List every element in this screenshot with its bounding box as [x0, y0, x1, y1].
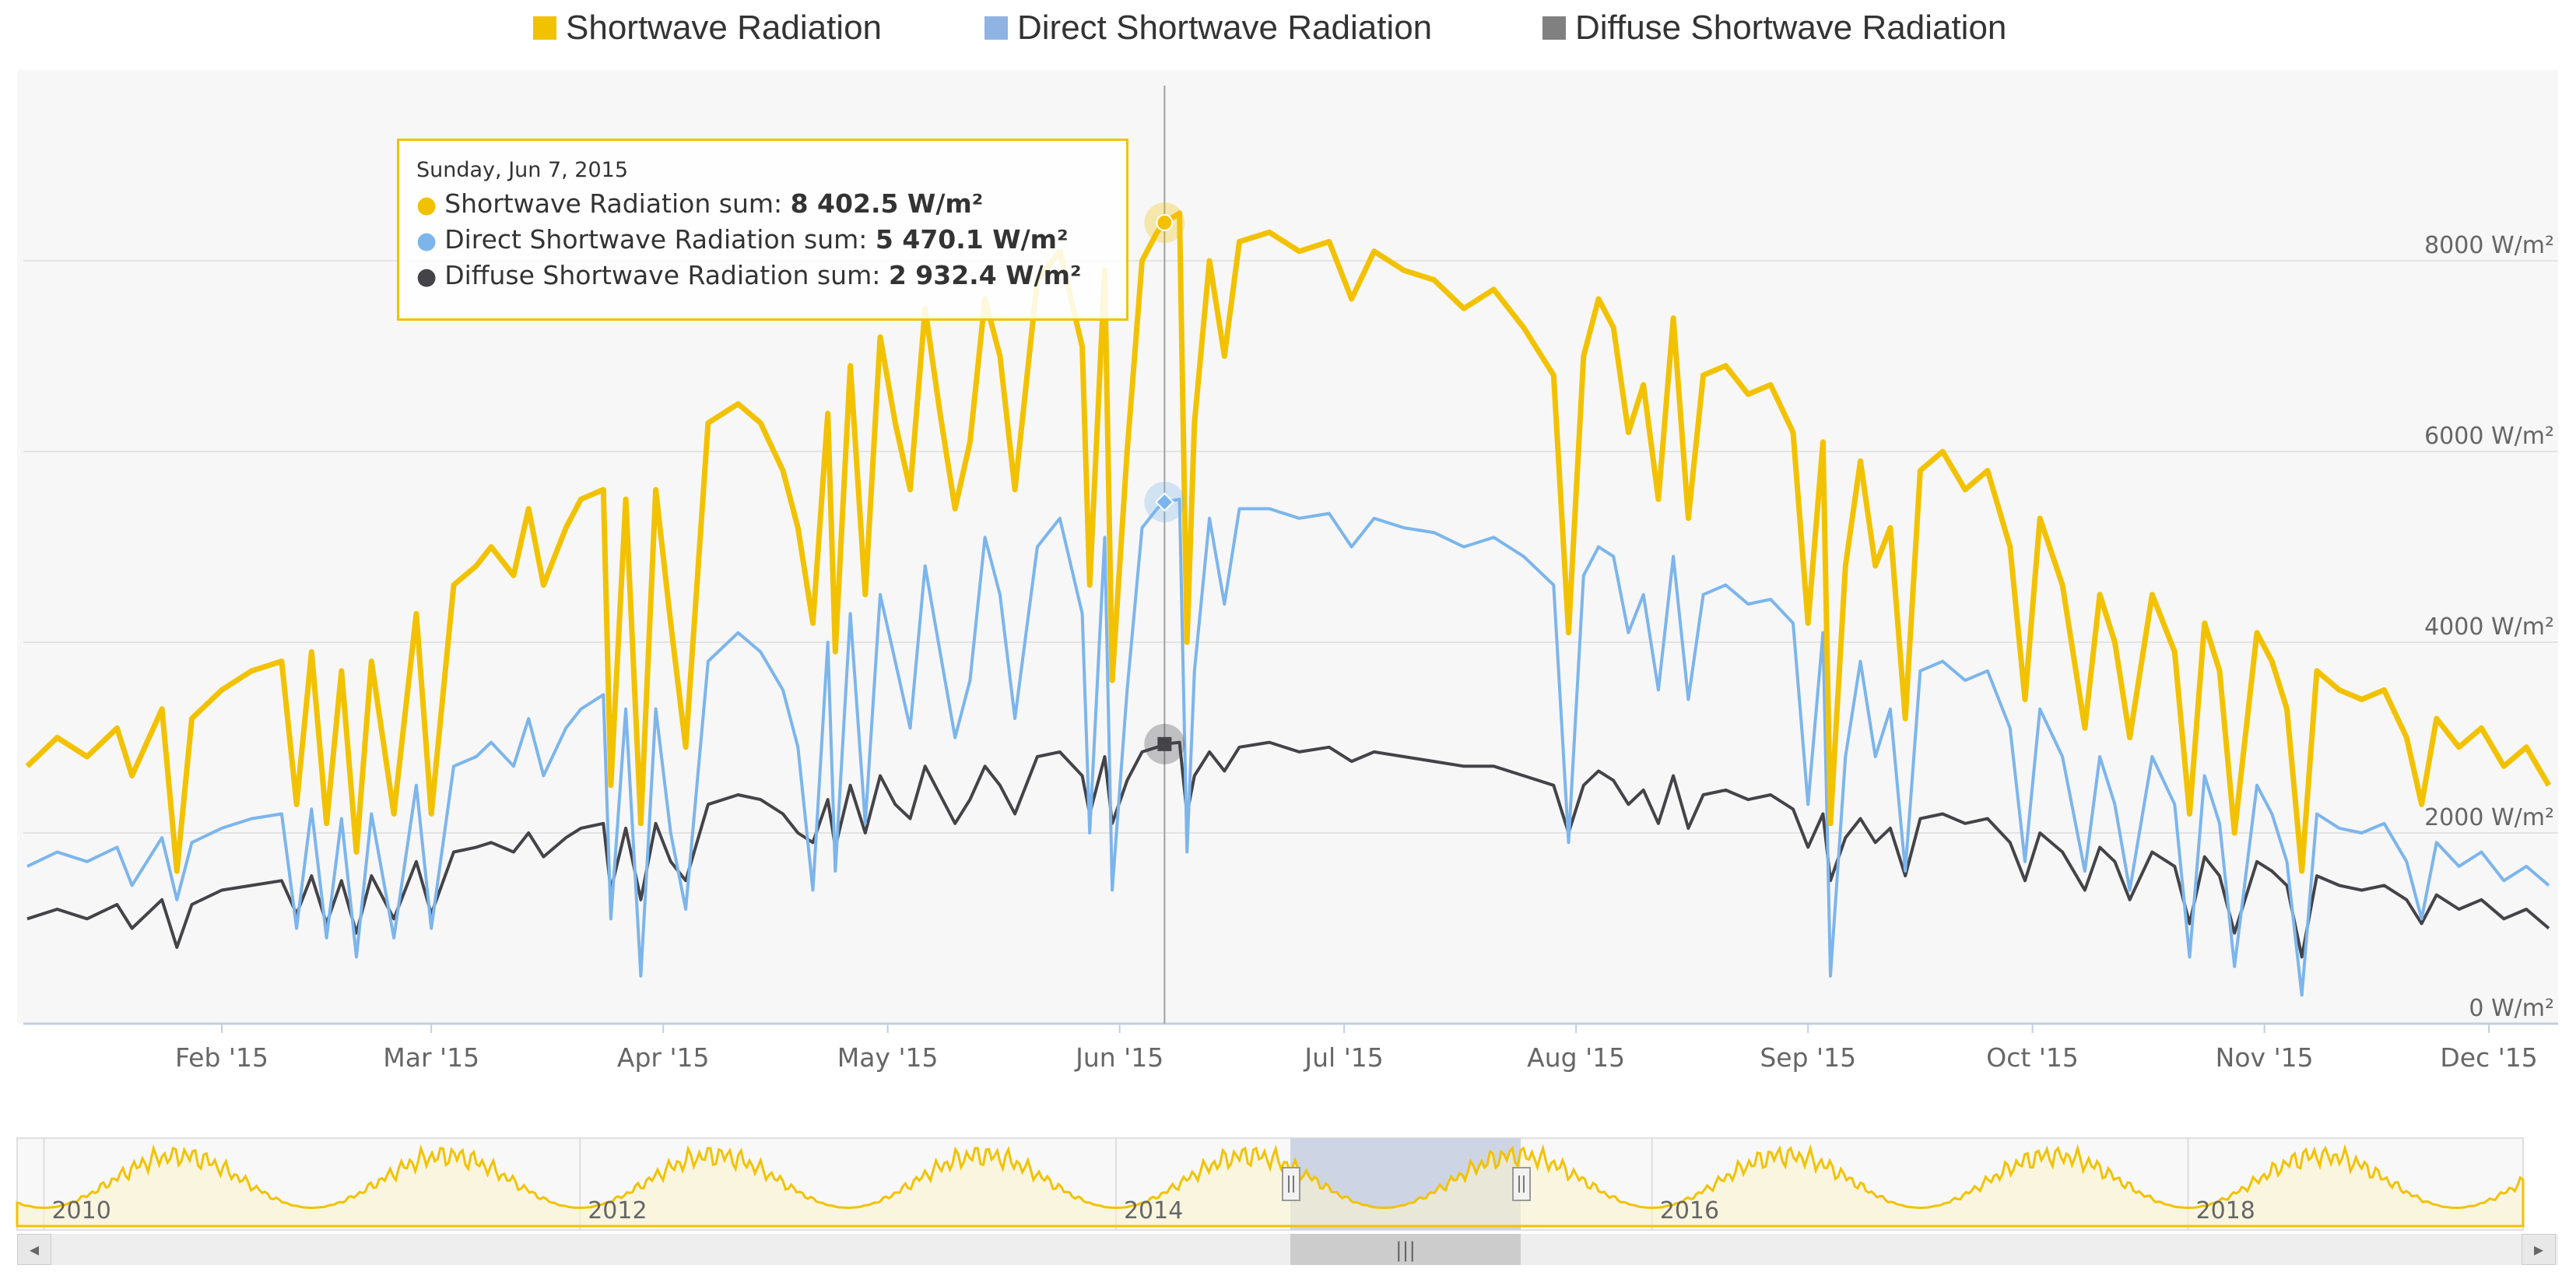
scrollbar-grip: ||| — [1395, 1239, 1416, 1262]
legend-label-direct: Direct Shortwave Radiation — [1017, 9, 1433, 47]
y-tick-label: 2000 W/m² — [2424, 804, 2554, 831]
x-tick-label: Oct '15 — [1986, 1042, 2079, 1073]
y-tick-label: 6000 W/m² — [2424, 423, 2554, 450]
scrollbar-thumb[interactable] — [1290, 1234, 1521, 1265]
legend-swatch-direct — [984, 16, 1008, 40]
navigator-year-label: 2010 — [51, 1197, 111, 1225]
x-tick-label: Sep '15 — [1760, 1042, 1856, 1073]
y-tick-label: 0 W/m² — [2469, 995, 2554, 1022]
legend-item-diffuse[interactable]: Diffuse Shortwave Radiation — [1542, 5, 2006, 51]
legend-label-shortwave: Shortwave Radiation — [566, 9, 883, 47]
x-tick-label: Nov '15 — [2216, 1042, 2314, 1073]
chart-legend: Shortwave Radiation Direct Shortwave Rad… — [0, 0, 2576, 62]
hover-point — [1154, 492, 1174, 512]
series-line-shortwave — [25, 210, 2552, 874]
x-tick-label: Dec '15 — [2440, 1042, 2537, 1073]
tooltip-dot-shortwave: ● — [416, 191, 437, 219]
legend-item-direct[interactable]: Direct Shortwave Radiation — [984, 5, 1432, 51]
legend-swatch-diffuse — [1542, 16, 1566, 40]
scroll-left-button[interactable]: ◂ — [17, 1234, 51, 1265]
hover-markers — [1144, 202, 1185, 764]
legend-swatch-shortwave — [533, 16, 556, 40]
tooltip-date: Sunday, Jun 7, 2015 — [416, 158, 629, 182]
tooltip-row-diffuse: ● Diffuse Shortwave Radiation sum: 2 932.… — [416, 258, 1109, 294]
scrollbar-track[interactable] — [17, 1234, 2558, 1265]
x-tick-label: Feb '15 — [175, 1042, 268, 1073]
tooltip-dot-direct: ● — [416, 227, 437, 255]
y-tick-label: 8000 W/m² — [2424, 232, 2554, 259]
scroll-right-button[interactable]: ▸ — [2522, 1234, 2556, 1265]
x-tick-label: Jul '15 — [1303, 1042, 1383, 1073]
tooltip-value: 8 402.5 W/m² — [790, 188, 984, 219]
y-axis-labels: 0 W/m² 2000 W/m² 4000 W/m² 6000 W/m² 8000 W/… — [2424, 232, 2554, 1022]
series-line-direct — [26, 497, 2550, 997]
navigator-series — [16, 1144, 2525, 1228]
x-tick-label: Aug '15 — [1527, 1042, 1625, 1073]
tooltip-label: Diffuse Shortwave Radiation sum: — [444, 260, 889, 290]
x-tick-label: Apr '15 — [617, 1042, 710, 1073]
tooltip-value: 2 932.4 W/m² — [888, 260, 1082, 290]
legend-label-diffuse: Diffuse Shortwave Radiation — [1575, 9, 2007, 47]
tooltip-value: 5 470.1 W/m² — [875, 224, 1069, 255]
navigator-year-label: 2018 — [2196, 1197, 2255, 1225]
navigator-year-label: 2016 — [1660, 1197, 1719, 1225]
navigator-handle-right[interactable] — [1512, 1167, 1531, 1201]
x-axis-labels: Feb '15 Mar '15 Apr '15 May '15 Jun '15 Jul '… — [175, 1024, 2538, 1073]
x-tick-label: May '15 — [837, 1042, 939, 1073]
hover-point — [1156, 214, 1174, 231]
arrow-left-icon: ◂ — [29, 1239, 40, 1260]
x-tick-label: Mar '15 — [383, 1042, 479, 1073]
series-line-diffuse — [26, 740, 2550, 959]
navigator-handle-left[interactable] — [1282, 1167, 1300, 1201]
series-lines — [25, 210, 2552, 997]
tooltip-row-direct: ● Direct Shortwave Radiation sum: 5 470.1… — [416, 223, 1109, 258]
arrow-right-icon: ▸ — [2533, 1239, 2544, 1260]
navigator-year-label: 2014 — [1124, 1197, 1183, 1225]
tooltip: Sunday, Jun 7, 2015 ● Shortwave Radiation… — [397, 139, 1128, 321]
y-tick-label: 4000 W/m² — [2424, 613, 2554, 641]
tooltip-label: Shortwave Radiation sum: — [444, 188, 791, 219]
legend-item-shortwave[interactable]: Shortwave Radiation — [533, 5, 882, 51]
navigator-year-label: 2012 — [588, 1197, 647, 1225]
hover-point — [1157, 736, 1172, 751]
tooltip-dot-diffuse: ● — [416, 263, 437, 290]
tooltip-row-shortwave: ● Shortwave Radiation sum: 8 402.5 W/m² — [416, 187, 1109, 223]
x-tick-label: Jun '15 — [1074, 1042, 1163, 1073]
navigator-year-labels: 2010 2012 2014 2016 2018 — [51, 1197, 2255, 1225]
tooltip-label: Direct Shortwave Radiation sum: — [444, 224, 876, 255]
